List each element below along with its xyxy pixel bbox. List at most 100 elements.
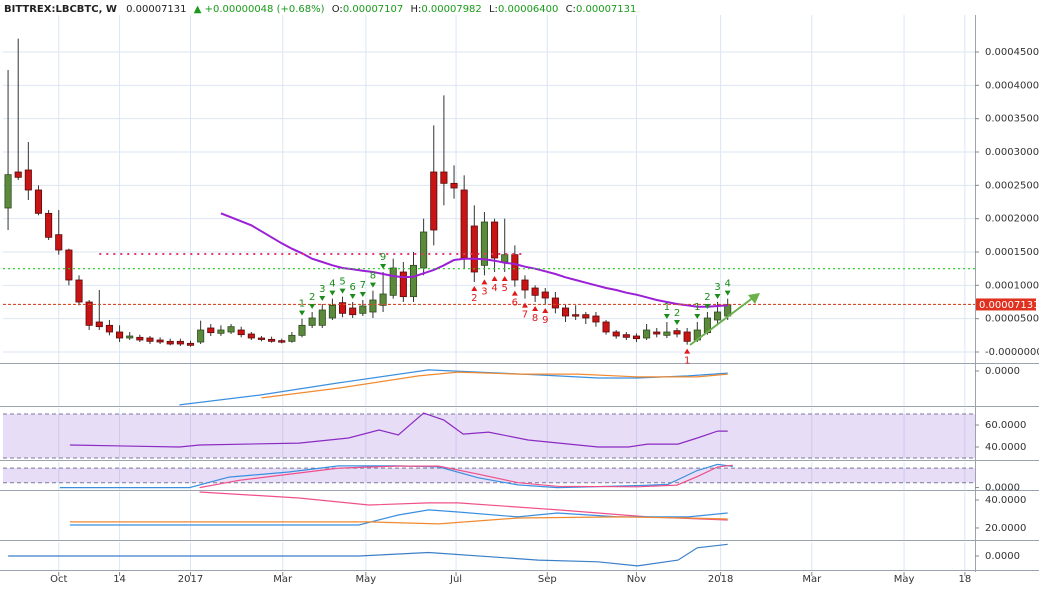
td-marker [349, 294, 356, 299]
td-marker [369, 282, 376, 288]
td-marker [542, 308, 549, 313]
td-marker [380, 264, 387, 269]
y-tick-label: 40.0000 [985, 495, 1026, 506]
td-marker [532, 306, 539, 311]
ohlc-label: C: [566, 4, 576, 15]
candle-body [531, 287, 539, 296]
x-tick-label: 2017 [178, 574, 203, 585]
candle-body [257, 337, 265, 340]
td-marker [319, 296, 326, 301]
candle-body [45, 212, 53, 238]
td-count: 6 [512, 298, 518, 309]
td-count: 8 [532, 313, 538, 324]
td-marker [704, 304, 711, 309]
indicator-line [199, 491, 728, 521]
change: ▲ +0.00000048 (+0.68%) [194, 4, 325, 15]
candle-body [227, 326, 235, 333]
td-count: 8 [370, 271, 376, 282]
indicator-line [69, 516, 728, 525]
ohlc-value: 0.00007107 [343, 4, 403, 15]
moving-average [220, 212, 728, 308]
candle-body [24, 169, 32, 191]
candle-body [480, 221, 488, 266]
x-tick-label: Nov [627, 574, 647, 585]
candle-body [75, 279, 83, 303]
td-count: 4 [491, 283, 497, 294]
ohlc-label: L: [489, 4, 498, 15]
td-count: 3 [481, 286, 487, 297]
td-marker [694, 314, 701, 319]
candle-body [126, 335, 134, 339]
td-count: 5 [502, 283, 508, 294]
td-count: 7 [360, 280, 366, 291]
ohlc-value: 0.00006400 [498, 4, 558, 15]
candle-body [561, 307, 570, 317]
ohlc-label: H: [410, 4, 421, 15]
candle-body [298, 324, 306, 336]
td-marker [511, 290, 518, 296]
td-count: 1 [664, 302, 670, 313]
ohlc-label: O: [332, 4, 343, 15]
price: 0.00007131 [126, 4, 186, 15]
candle-body [409, 264, 418, 298]
candle-body [491, 221, 499, 259]
indicator-line [8, 543, 728, 567]
candle-body [166, 340, 174, 345]
indicator-band [3, 414, 975, 459]
candle-body [714, 311, 722, 321]
candle-body [622, 334, 630, 338]
arrow-head [748, 293, 760, 304]
candle-body [683, 331, 691, 342]
indicator-line [59, 463, 733, 489]
candle-body [308, 317, 316, 326]
td-count: 6 [349, 282, 355, 293]
td-count: 2 [309, 292, 315, 303]
candle-body [643, 329, 651, 339]
last-price-box [976, 298, 1036, 311]
candle-body [349, 307, 357, 316]
td-marker [339, 288, 346, 294]
y-tick-label: 40.0000 [985, 442, 1026, 453]
arrow-line [689, 296, 755, 346]
td-marker [663, 314, 670, 319]
y-tick-label: 0.0000 [985, 483, 1020, 494]
td-count: 1 [684, 356, 690, 367]
candle-body [501, 254, 509, 263]
candle-body [34, 189, 43, 214]
y-tick-label: -0.00000000 [985, 347, 1039, 358]
td-count: 2 [471, 293, 477, 304]
td-marker [359, 292, 366, 297]
indicator-line [69, 412, 728, 448]
candle-body [247, 333, 255, 339]
candle-body [156, 339, 164, 343]
candle-body [105, 324, 113, 333]
td-marker [491, 276, 498, 281]
marks-layer: Oct 14 2017 Mar May Jul Sep Nov 2018 Mar May 180.00… [3, 38, 1039, 585]
candle-body [14, 171, 22, 178]
candle-body [328, 304, 336, 319]
td-count: 9 [542, 315, 548, 326]
x-tick-label: Mar [802, 574, 822, 585]
x-tick-label: Mar [273, 574, 293, 585]
td-count: 1 [694, 302, 700, 313]
td-count: 4 [725, 279, 731, 290]
trend-arrow [689, 293, 760, 346]
candle-body [663, 331, 671, 336]
candle-body [460, 189, 468, 259]
ohlc-value: 0.00007131 [576, 4, 636, 15]
candle-body [430, 171, 438, 231]
td-marker [714, 294, 721, 299]
candle-body [176, 340, 184, 345]
candle-body [318, 309, 326, 326]
candle-body [420, 231, 428, 269]
candle-body [116, 331, 124, 339]
candle-body [582, 314, 590, 319]
candle-body [65, 249, 73, 281]
indicator-band [3, 468, 975, 483]
